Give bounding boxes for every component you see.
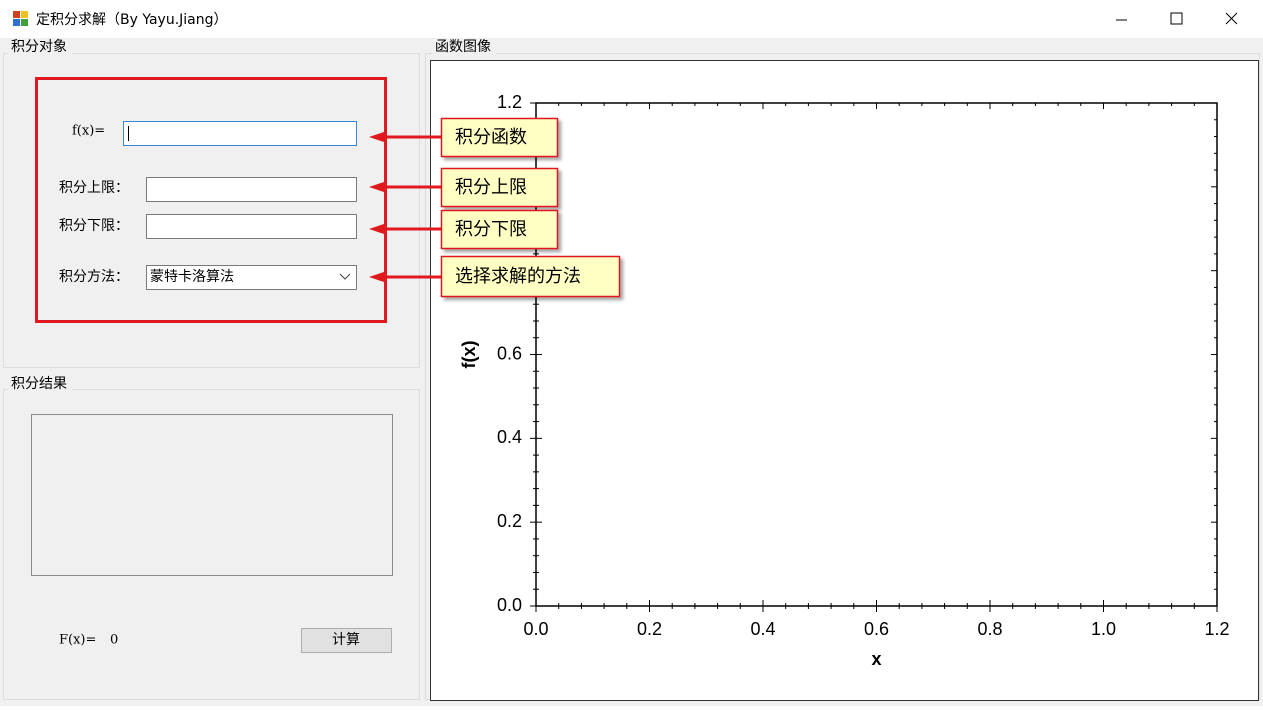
arrow-head <box>369 181 387 193</box>
group-label-bg <box>432 40 496 56</box>
group-label-bg <box>8 40 72 56</box>
callout-box <box>440 167 559 208</box>
arrow-head <box>369 223 387 235</box>
field-label: 积分上限： <box>59 180 129 196</box>
callout-box <box>440 117 559 158</box>
callout-box <box>440 209 559 250</box>
callout-text: 积分下限 <box>455 219 527 240</box>
method-combo[interactable] <box>146 265 357 290</box>
group-label-bg <box>8 376 72 392</box>
x-tick-label: 0.0 <box>523 619 548 639</box>
x-tick-label: 1.0 <box>1091 619 1116 639</box>
x-tick-label: 0.8 <box>977 619 1002 639</box>
y-tick-label: 0.6 <box>497 343 522 363</box>
field-label: 积分方法： <box>59 269 129 285</box>
combo-arrow <box>339 273 351 280</box>
field-label: 积分下限： <box>59 218 129 234</box>
arrow-head <box>369 131 387 143</box>
button-label[interactable]: 计算 <box>332 632 360 648</box>
result-textbox[interactable] <box>31 414 393 576</box>
y-axis-label: f(x) <box>459 341 479 369</box>
callout-text: 积分上限 <box>455 177 527 198</box>
lower-input[interactable] <box>146 214 357 239</box>
group-border <box>3 389 420 700</box>
callout-text: 积分函数 <box>455 127 527 148</box>
callout-text: 选择求解的方法 <box>455 266 581 287</box>
y-tick-label: 0.0 <box>497 595 522 615</box>
x-tick-label: 0.4 <box>750 619 775 639</box>
window-title: 定积分求解（By Yayu.Jiang） <box>36 12 228 28</box>
x-axis-label: x <box>871 649 881 669</box>
compute-button[interactable] <box>301 628 392 653</box>
combo-value: 蒙特卡洛算法 <box>150 269 234 285</box>
title-bar <box>0 0 1263 38</box>
result-label: F(x)= <box>59 633 96 648</box>
maximize-button[interactable] <box>1170 12 1183 25</box>
close-button[interactable] <box>1225 12 1238 25</box>
x-tick-label: 1.2 <box>1204 619 1229 639</box>
group-title: 函数图像 <box>435 39 491 55</box>
callout-box <box>440 255 621 298</box>
function-input[interactable] <box>123 121 357 146</box>
upper-input[interactable] <box>146 177 357 202</box>
app-icon <box>13 11 28 26</box>
group-title: 积分对象 <box>11 39 67 55</box>
highlight-box <box>35 77 387 323</box>
plot-frame <box>430 60 1259 701</box>
x-tick-label: 0.6 <box>864 619 889 639</box>
y-tick-label: 0.4 <box>497 427 522 447</box>
y-tick-label: 0.2 <box>497 511 522 531</box>
group-border <box>3 53 420 368</box>
group-title: 积分结果 <box>11 376 67 392</box>
y-tick-label: 1.2 <box>497 92 522 112</box>
field-label: f(x)= <box>72 124 105 139</box>
x-tick-label: 0.2 <box>637 619 662 639</box>
result-value: 0 <box>110 633 118 648</box>
arrow-head <box>369 271 387 283</box>
